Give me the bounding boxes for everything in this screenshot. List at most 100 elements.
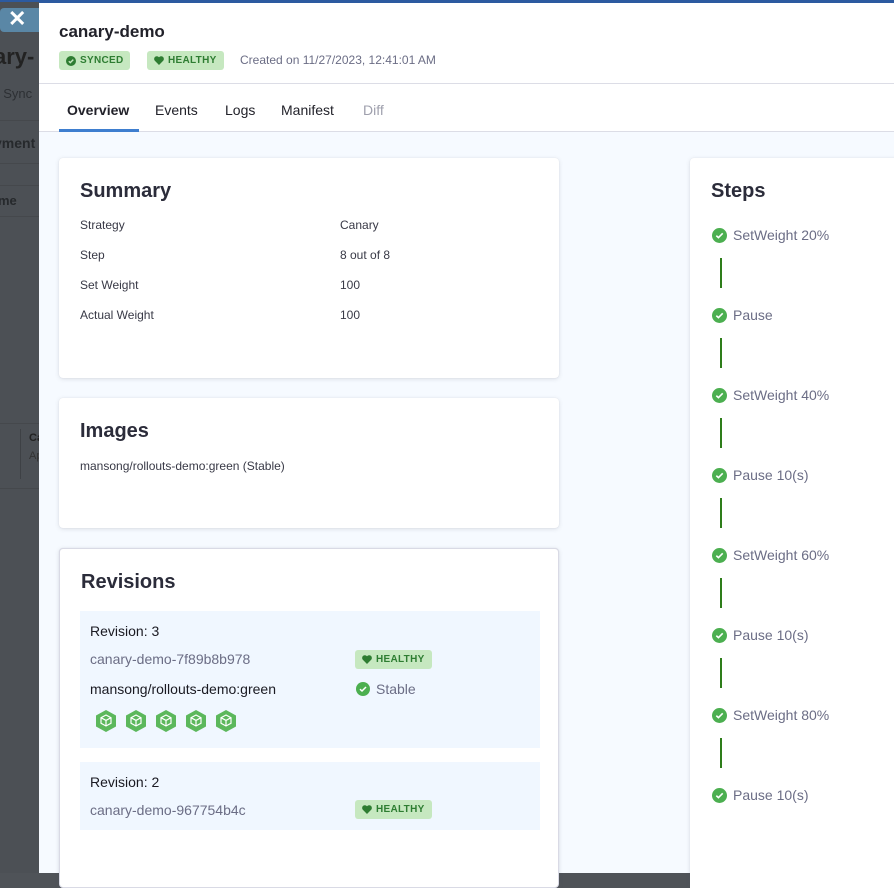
- backdrop-row-sub: Ap: [29, 450, 39, 462]
- check-circle-icon: [712, 547, 727, 563]
- revisions-title: Revisions: [81, 571, 176, 593]
- check-circle-icon: [712, 627, 727, 643]
- step-label: Pause 10(s): [733, 627, 809, 643]
- images-card: Images mansong/rollouts-demo:green (Stab…: [59, 398, 559, 528]
- divider: [0, 185, 39, 186]
- health-status-badge: HEALTHY: [147, 51, 224, 70]
- check-circle-icon: [712, 227, 727, 243]
- top-bar: [39, 0, 894, 3]
- summary-key: Actual Weight: [80, 308, 154, 322]
- steps-title: Steps: [711, 180, 766, 202]
- step-item: Pause 10(s): [712, 787, 808, 803]
- revision-image: mansong/rollouts-demo:green: [90, 681, 276, 697]
- background-page: ✕ ary- t Sync yment me Ca Ap: [0, 0, 39, 873]
- replicaset-name[interactable]: canary-demo-7f89b8b978: [90, 651, 251, 667]
- backdrop-title: ary-: [0, 44, 35, 69]
- step-item: Pause: [712, 307, 773, 323]
- step-connector: [720, 738, 722, 768]
- heart-icon: [154, 56, 164, 65]
- rollout-details-drawer: canary-demo SYNCED HEALTHY Created on 11…: [39, 0, 894, 888]
- pod-icon[interactable]: [124, 709, 148, 738]
- summary-key: Strategy: [80, 218, 125, 232]
- revision-item: Revision: 3 canary-demo-7f89b8b978 HEALT…: [80, 611, 540, 748]
- backdrop-subtitle: t Sync: [0, 86, 33, 101]
- step-item: SetWeight 80%: [712, 707, 829, 723]
- divider: [0, 163, 39, 164]
- backdrop-row: Ca Ap: [0, 423, 39, 489]
- backdrop-link: [0, 8, 39, 32]
- step-label: SetWeight 20%: [733, 227, 830, 243]
- health-status-label: HEALTHY: [376, 654, 425, 665]
- pod-icon[interactable]: [184, 709, 208, 738]
- pod-list: [94, 709, 244, 738]
- backdrop-column-header: me: [0, 193, 17, 208]
- heart-icon: [362, 805, 372, 814]
- backdrop-top-bar: [0, 0, 39, 2]
- check-circle-icon: [712, 307, 727, 323]
- heart-icon: [362, 655, 372, 664]
- step-label: Pause 10(s): [733, 467, 809, 483]
- revision-label: Revision: 3: [90, 623, 160, 639]
- sync-status-label: SYNCED: [80, 55, 124, 66]
- tab-logs[interactable]: Logs: [225, 102, 256, 118]
- revision-item: Revision: 2 canary-demo-967754b4c HEALTH…: [80, 762, 540, 830]
- check-circle-icon: [712, 387, 727, 403]
- drawer-header: canary-demo SYNCED HEALTHY Created on 11…: [39, 3, 894, 84]
- tab-events[interactable]: Events: [155, 102, 198, 118]
- summary-title: Summary: [80, 180, 172, 202]
- revision-label: Revision: 2: [90, 774, 160, 790]
- step-label: SetWeight 40%: [733, 387, 830, 403]
- divider: [0, 216, 39, 217]
- image-status-label: Stable: [376, 681, 416, 697]
- step-label: Pause 10(s): [733, 787, 809, 803]
- pod-icon[interactable]: [94, 709, 118, 738]
- image-item: mansong/rollouts-demo:green (Stable): [80, 459, 285, 473]
- tab-bar: Overview Events Logs Manifest Diff: [39, 84, 894, 132]
- image-status: Stable: [356, 681, 416, 697]
- replicaset-name[interactable]: canary-demo-967754b4c: [90, 802, 246, 818]
- check-circle-icon: [712, 467, 727, 483]
- tab-overview[interactable]: Overview: [67, 102, 130, 118]
- created-timestamp: Created on 11/27/2023, 12:41:01 AM: [240, 53, 436, 67]
- health-status-badge: HEALTHY: [355, 650, 432, 669]
- page-title: canary-demo: [59, 22, 165, 41]
- check-circle-icon: [712, 707, 727, 723]
- summary-value: Canary: [340, 218, 379, 232]
- step-connector: [720, 418, 722, 448]
- step-item: Pause 10(s): [712, 467, 808, 483]
- check-circle-icon: [66, 55, 76, 66]
- backdrop-row-title: Ca: [29, 432, 39, 444]
- backdrop-section: yment: [0, 135, 36, 151]
- step-connector: [720, 578, 722, 608]
- step-connector: [720, 498, 722, 528]
- health-status-label: HEALTHY: [168, 55, 217, 66]
- tab-manifest[interactable]: Manifest: [281, 102, 334, 118]
- steps-panel: Steps SetWeight 20% Pause SetWeight 40% Pau…: [690, 158, 894, 888]
- revisions-card: Revisions Revision: 3 canary-demo-7f89b8…: [59, 548, 559, 888]
- summary-value: 8 out of 8: [340, 248, 391, 262]
- step-label: Pause: [733, 307, 773, 323]
- step-item: SetWeight 20%: [712, 227, 829, 243]
- summary-card: Summary Strategy Canary Step 8 out of 8 …: [59, 158, 559, 378]
- close-icon[interactable]: ✕: [8, 6, 27, 31]
- check-circle-icon: [712, 787, 727, 803]
- step-item: SetWeight 40%: [712, 387, 829, 403]
- summary-key: Set Weight: [80, 278, 139, 292]
- step-label: SetWeight 80%: [733, 707, 830, 723]
- pod-icon[interactable]: [154, 709, 178, 738]
- step-connector: [720, 338, 722, 368]
- step-item: SetWeight 60%: [712, 547, 829, 563]
- summary-key: Step: [80, 248, 105, 262]
- health-status-label: HEALTHY: [376, 804, 425, 815]
- summary-value: 100: [340, 278, 361, 292]
- summary-value: 100: [340, 308, 361, 322]
- step-connector: [720, 658, 722, 688]
- step-label: SetWeight 60%: [733, 547, 830, 563]
- images-title: Images: [80, 420, 149, 442]
- divider: [0, 120, 39, 121]
- tab-diff: Diff: [363, 102, 384, 118]
- step-item: Pause 10(s): [712, 627, 808, 643]
- check-circle-icon: [356, 682, 370, 696]
- health-status-badge: HEALTHY: [355, 800, 432, 819]
- pod-icon[interactable]: [214, 709, 238, 738]
